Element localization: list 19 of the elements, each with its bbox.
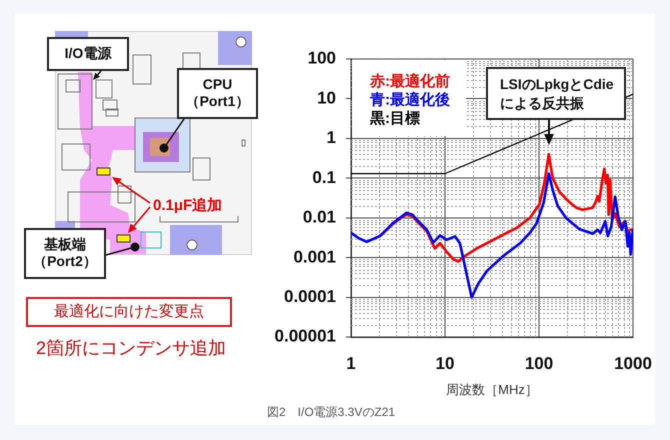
y-tick-label: 100 bbox=[308, 48, 336, 68]
text: 黒:目標 bbox=[369, 110, 420, 128]
y-tick-label: 0.1 bbox=[312, 168, 336, 187]
text: 0.1μF追加 bbox=[153, 197, 222, 214]
x-tick-label: 10 bbox=[436, 354, 454, 373]
y-tick-label: 10 bbox=[317, 88, 336, 108]
x-axis-title: 周波数［MHz］ bbox=[446, 382, 538, 397]
x-tick-label: 1000 bbox=[614, 354, 652, 373]
text: 2箇所にコンデンサ追加 bbox=[36, 338, 226, 359]
y-tick-label: 0.01 bbox=[302, 208, 336, 227]
y-tick-label: 0.00001 bbox=[274, 326, 336, 346]
y-tick-label: 0.0001 bbox=[284, 286, 336, 306]
text: 青:最適化後 bbox=[369, 90, 450, 109]
y-tick-label: 0.001 bbox=[293, 247, 336, 266]
caption: 図2 I/O電源3.3VのZ21 bbox=[267, 405, 396, 419]
x-tick-label: 100 bbox=[524, 354, 554, 373]
y-tick-label: 1 bbox=[326, 128, 336, 148]
x-tick-label: 1 bbox=[346, 354, 356, 373]
text: 赤:最適化前 bbox=[369, 72, 450, 90]
